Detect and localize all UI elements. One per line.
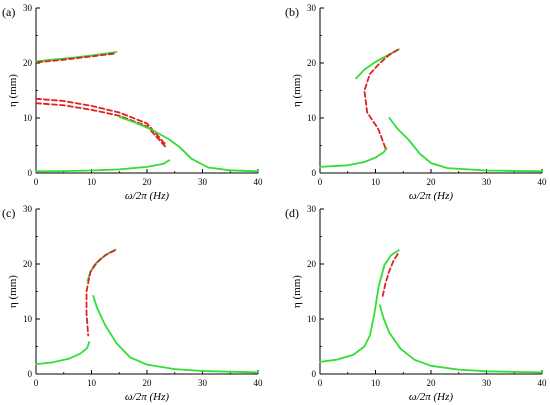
x-axis-label: ω/2π (Hz) [125, 391, 169, 403]
x-tick-label: 30 [482, 378, 492, 388]
panel-3: (c) 0 10 20 30 40 0 10 20 30 ω/2π (Hz) η (mm) [2, 204, 263, 403]
panel-4: (d) 0 10 20 30 40 0 10 20 30 ω/2π (Hz) η (mm) [285, 204, 547, 403]
y-tick-label: 20 [307, 259, 317, 269]
y-tick-label: 10 [23, 113, 33, 123]
y-tick-label: 30 [23, 3, 33, 13]
x-tick-label: 0 [34, 378, 39, 388]
panel-label: (b) [285, 5, 299, 19]
y-tick-label: 0 [28, 168, 33, 178]
unstable-branch-line-4 [35, 102, 168, 149]
y-tick-label: 30 [307, 204, 317, 214]
panel-label: (d) [285, 206, 299, 220]
y-tick-label: 20 [23, 259, 33, 269]
x-axis-label: ω/2π (Hz) [409, 190, 453, 202]
stable-branch-line-1 [86, 248, 117, 282]
y-tick-label: 10 [23, 314, 33, 324]
x-tick-label: 30 [198, 177, 208, 187]
x-axis-label: ω/2π (Hz) [409, 391, 453, 403]
unstable-branch-line-2 [85, 249, 116, 337]
stable-branch-line-3 [35, 341, 91, 366]
y-tick-label: 30 [307, 3, 317, 13]
x-tick-label: 20 [427, 378, 437, 388]
y-axis-label: η (mm) [7, 74, 19, 107]
y-tick-label: 0 [28, 369, 33, 379]
x-tick-label: 10 [371, 177, 381, 187]
y-tick-label: 20 [307, 58, 317, 68]
y-tick-label: 30 [23, 204, 33, 214]
y-tick-label: 20 [23, 58, 33, 68]
stable-branch-line-4 [388, 117, 543, 173]
stable-branch-line-1 [319, 249, 400, 363]
stable-branch-line-3 [378, 304, 543, 374]
x-tick-label: 40 [538, 378, 548, 388]
panel-label: (c) [2, 206, 15, 220]
y-axis-label: η (mm) [291, 74, 303, 107]
y-axis-label: η (mm) [291, 275, 303, 308]
y-axis-label: η (mm) [7, 275, 19, 308]
unstable-branch-line-2 [381, 253, 399, 297]
x-tick-label: 0 [34, 177, 39, 187]
x-tick-label: 10 [371, 378, 381, 388]
stable-branch-line-1 [35, 51, 118, 63]
x-tick-label: 0 [318, 378, 323, 388]
stable-branch-line-1 [355, 48, 400, 80]
stable-branch-line-6 [35, 159, 171, 173]
stable-branch-line-4 [92, 294, 259, 374]
x-tick-label: 30 [482, 177, 492, 187]
y-tick-label: 10 [307, 113, 317, 123]
unstable-branch-line-2 [35, 52, 115, 64]
x-tick-label: 30 [198, 378, 208, 388]
panel-1: (a) 0 10 20 30 40 0 10 20 30 ω/2π (Hz) η (mm) [2, 3, 263, 202]
panel-label: (a) [2, 5, 15, 19]
y-tick-label: 0 [312, 369, 317, 379]
y-tick-label: 0 [312, 168, 317, 178]
x-tick-label: 20 [427, 177, 437, 187]
x-tick-label: 0 [318, 177, 323, 187]
x-tick-label: 20 [143, 378, 153, 388]
x-tick-label: 10 [87, 378, 97, 388]
x-tick-label: 20 [143, 177, 153, 187]
stable-branch-line-3 [319, 147, 388, 168]
stable-branch-line-5 [118, 116, 259, 173]
unstable-branch-line-2 [363, 48, 399, 150]
x-axis-label: ω/2π (Hz) [125, 190, 169, 202]
x-tick-label: 40 [538, 177, 548, 187]
y-tick-label: 10 [307, 314, 317, 324]
x-tick-label: 40 [254, 378, 264, 388]
x-tick-label: 10 [87, 177, 97, 187]
panel-2: (b) 0 10 20 30 40 0 10 20 30 ω/2π (Hz) η (mm) [285, 3, 547, 202]
unstable-branch-line-3 [35, 97, 168, 147]
x-tick-label: 40 [254, 177, 264, 187]
